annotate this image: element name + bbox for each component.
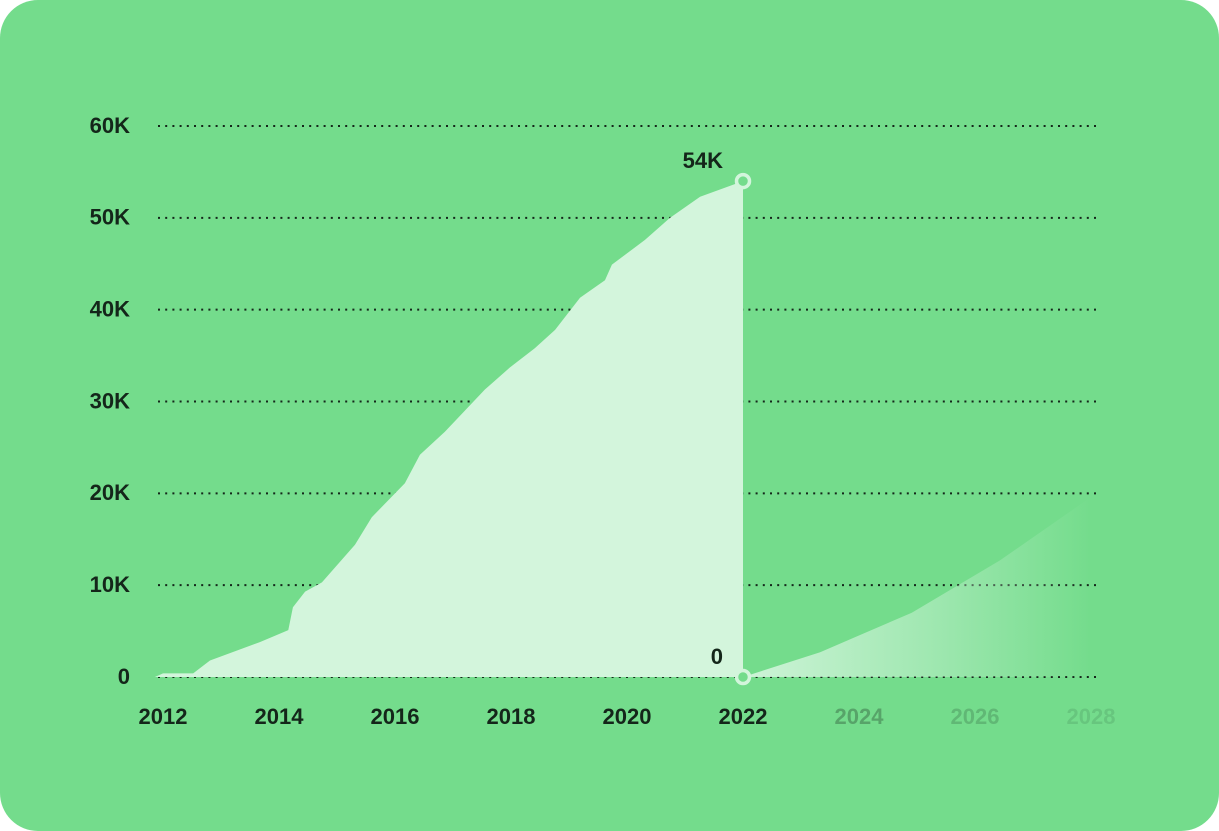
x-tick-label: 2018: [487, 704, 536, 729]
y-tick-label: 60K: [90, 113, 130, 138]
value-label: 54K: [683, 148, 723, 173]
x-tick-label: 2028: [1067, 704, 1116, 729]
y-tick-label: 10K: [90, 572, 130, 597]
x-tick-label: 2012: [139, 704, 188, 729]
y-tick-label: 40K: [90, 296, 130, 321]
x-tick-label: 2014: [255, 704, 305, 729]
y-tick-label: 20K: [90, 480, 130, 505]
x-tick-label: 2016: [371, 704, 420, 729]
x-tick-label: 2022: [719, 704, 768, 729]
area: [743, 497, 1091, 677]
y-tick-label: 50K: [90, 205, 130, 230]
area: [154, 181, 743, 677]
value-label: 0: [711, 644, 723, 669]
x-tick-label: 2024: [835, 704, 885, 729]
x-tick-label: 2026: [951, 704, 1000, 729]
y-tick-label: 0: [118, 664, 130, 689]
point-marker: [734, 172, 752, 190]
point-marker: [734, 668, 752, 686]
y-tick-label: 30K: [90, 388, 130, 413]
x-tick-label: 2020: [603, 704, 652, 729]
